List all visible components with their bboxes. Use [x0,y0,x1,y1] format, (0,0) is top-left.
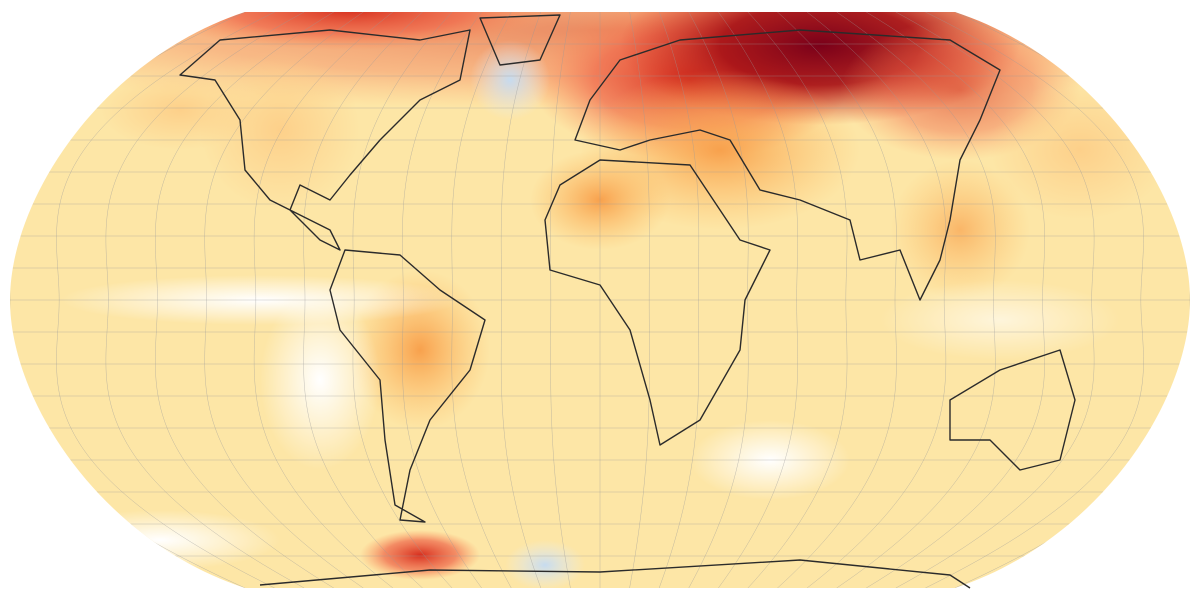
meridian [747,12,848,588]
cool-region [470,40,550,120]
meridian [253,12,394,588]
meridian [56,12,275,588]
meridian [352,12,453,588]
meridian [303,12,423,588]
cool-region [505,540,585,588]
meridian [155,12,334,588]
coast-australia [949,349,1076,471]
coastlines [179,14,1076,589]
meridian [895,12,1095,588]
warm-region [100,70,260,150]
cool-region [40,510,280,570]
meridian [658,12,700,588]
meridian [866,12,1045,588]
meridian [629,12,650,588]
coast-south-america [329,249,486,523]
meridian [925,12,1144,588]
meridian [836,12,996,588]
cool-region [260,290,380,470]
meridian [204,12,364,588]
meridian [451,12,512,588]
coast-antarctica [259,559,971,589]
meridian [777,12,897,588]
cool-region [880,280,1120,360]
meridian [402,12,482,588]
meridian [500,12,542,588]
coast-eurasia [574,29,1001,301]
coast-africa [544,159,771,446]
graticule [10,12,1190,588]
warm-region [890,160,1030,300]
warm-region [990,80,1170,220]
meridian [105,12,305,588]
meridian [718,12,798,588]
coast-north-america [179,29,471,251]
meridian [688,12,749,588]
meridian [550,12,571,588]
coast-greenland [479,14,561,66]
warm-region [150,12,550,50]
meridian [806,12,947,588]
warm-region [360,530,480,580]
